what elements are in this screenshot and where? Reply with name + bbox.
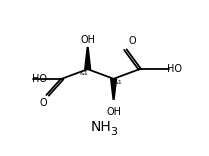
Text: OH: OH bbox=[80, 35, 95, 45]
Text: NH: NH bbox=[90, 120, 111, 134]
Polygon shape bbox=[111, 79, 116, 99]
Text: 3: 3 bbox=[110, 127, 117, 137]
Text: O: O bbox=[39, 98, 47, 108]
Polygon shape bbox=[85, 48, 90, 69]
Text: HO: HO bbox=[167, 64, 182, 74]
Text: &1: &1 bbox=[79, 71, 88, 76]
Text: O: O bbox=[128, 36, 136, 46]
Text: HO: HO bbox=[32, 74, 47, 84]
Text: &1: &1 bbox=[113, 80, 122, 85]
Text: OH: OH bbox=[106, 107, 121, 117]
